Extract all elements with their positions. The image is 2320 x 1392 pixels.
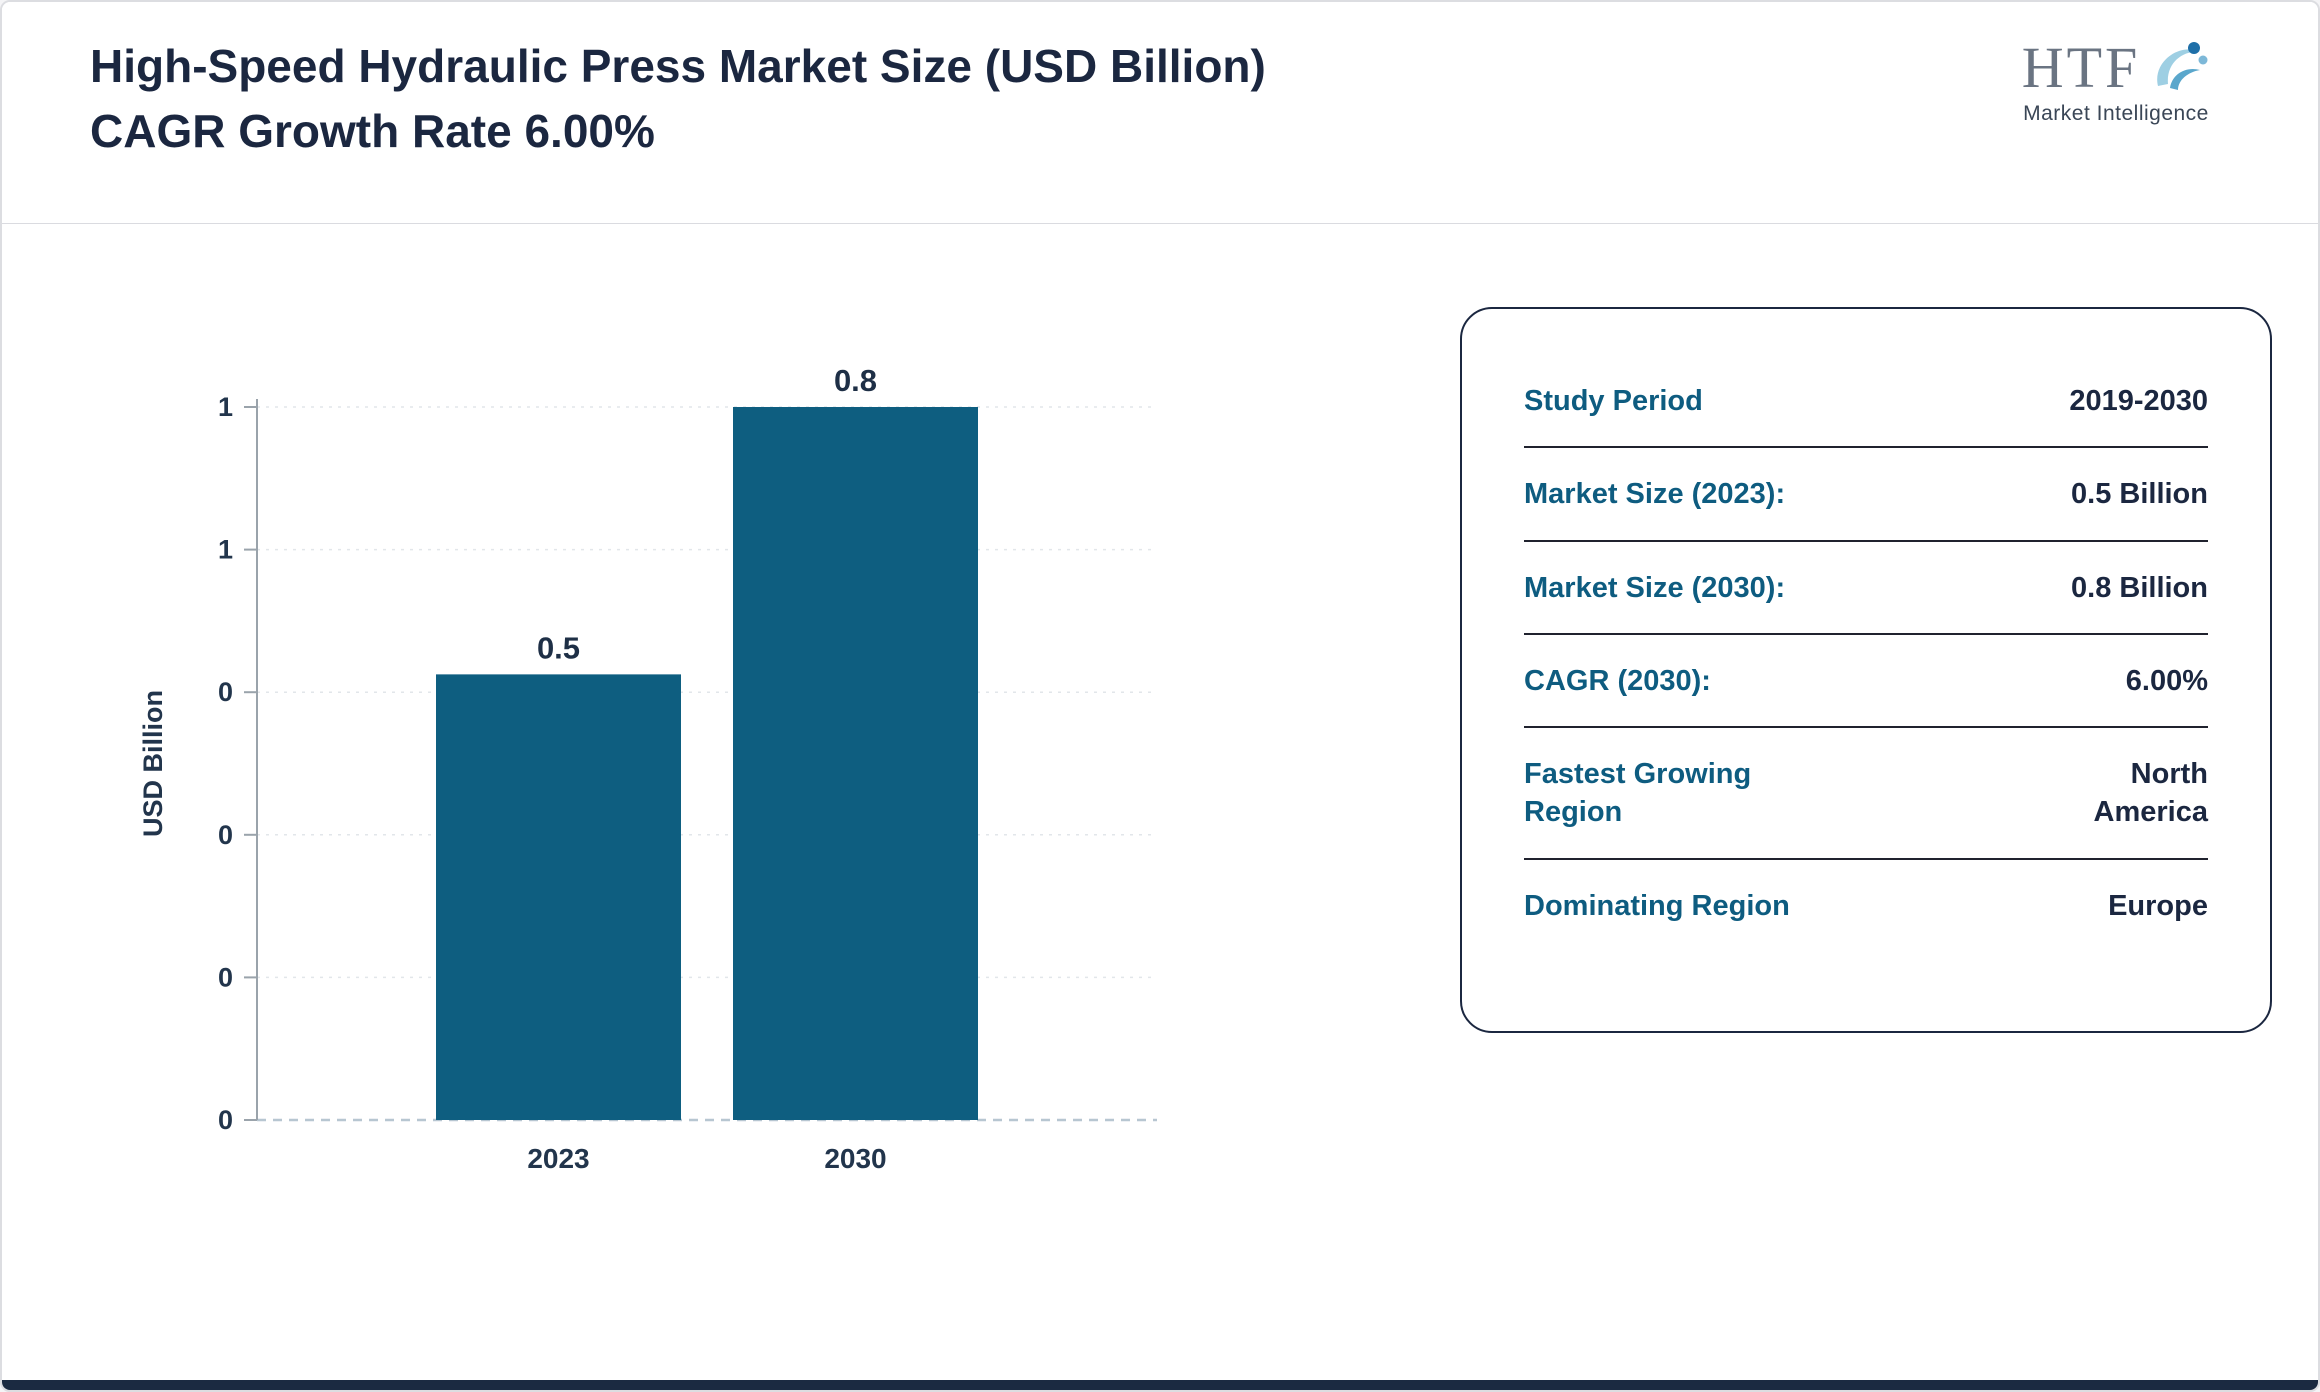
info-row-cagr: CAGR (2030): 6.00% — [1524, 635, 2208, 729]
info-row-label: Study Period — [1524, 385, 1703, 417]
info-row-value: 2019-2030 — [2069, 385, 2208, 417]
info-row-market-size-2030: Market Size (2030): 0.8 Billion — [1524, 542, 2208, 635]
info-row-market-size-2023: Market Size (2023): 0.5 Billion — [1524, 448, 2208, 542]
info-row-label: CAGR (2030): — [1524, 664, 1711, 697]
info-row-dominating-region: Dominating Region Europe — [1524, 860, 2208, 951]
logo-subtext: Market Intelligence — [2023, 102, 2209, 125]
svg-text:0.8: 0.8 — [834, 363, 877, 398]
info-row-fastest-growing-region: Fastest Growing Region North America — [1524, 728, 2208, 860]
info-row-value: Europe — [2108, 889, 2208, 922]
svg-text:USD Billion: USD Billion — [138, 690, 168, 837]
info-row-value: 0.8 Billion — [2071, 571, 2208, 604]
svg-text:0: 0 — [218, 820, 233, 850]
market-summary-card: Study Period 2019-2030 Market Size (2023… — [1460, 307, 2272, 1033]
info-row-label: Fastest Growing Region — [1524, 758, 1752, 829]
info-row-label: Market Size (2023): — [1524, 478, 1786, 511]
svg-text:0: 0 — [218, 962, 233, 992]
htf-logo: HTF Market Intelligence — [1966, 36, 2266, 126]
info-row-study-period: Study Period 2019-2030 — [1524, 355, 2208, 449]
svg-text:2030: 2030 — [824, 1143, 886, 1174]
svg-text:1: 1 — [218, 392, 233, 422]
svg-text:1: 1 — [218, 535, 233, 565]
info-row-value: 0.5 Billion — [2071, 478, 2208, 511]
svg-text:0: 0 — [218, 1105, 233, 1135]
info-row-label: Market Size (2030): — [1524, 571, 1786, 604]
info-row-value: 6.00% — [2125, 664, 2208, 697]
logo-text: HTF — [2021, 35, 2141, 100]
header: High-Speed Hydraulic Press Market Size (… — [2, 2, 2318, 224]
bar-chart: 0 0 0 0 1 1 0.5 2023 0.8 2030 USD Billion — [138, 363, 1157, 1174]
info-row-label: Dominating Region — [1524, 889, 1790, 922]
info-row-value: North America — [2093, 758, 2208, 829]
logo-swoosh-icon — [2157, 42, 2208, 90]
page-title: High-Speed Hydraulic Press Market Size (… — [90, 40, 1266, 158]
svg-text:0: 0 — [218, 677, 233, 707]
bottom-accent-bar — [2, 1380, 2318, 1390]
svg-text:2023: 2023 — [527, 1143, 589, 1174]
logo-row: HTF — [1966, 36, 2266, 100]
svg-text:0.5: 0.5 — [537, 630, 580, 665]
